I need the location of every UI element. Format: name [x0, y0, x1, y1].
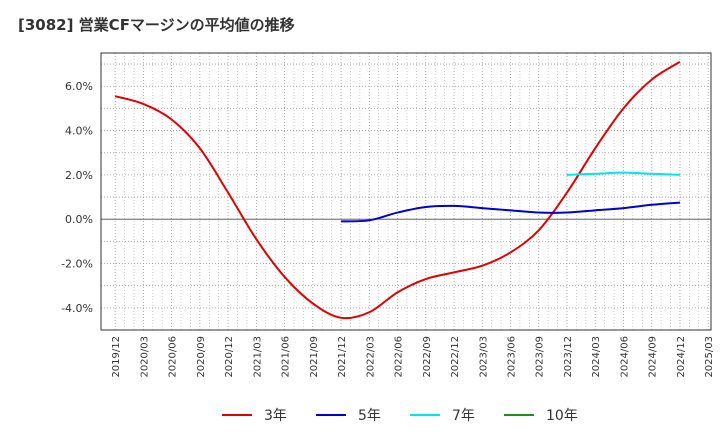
- plot-border: [100, 52, 712, 331]
- x-tick-label: 2021/09: [309, 336, 320, 378]
- x-tick-label: 2025/03: [704, 336, 715, 378]
- y-tick-label: -2.0%: [61, 258, 93, 271]
- legend-label: 7年: [452, 408, 475, 424]
- x-axis-ticks: 2019/12 2020/03 2020/06 2020/09 2020/12 2021/…: [111, 336, 715, 378]
- x-tick-label: 2023/06: [506, 336, 517, 378]
- x-tick-label: 2022/12: [450, 336, 461, 378]
- x-tick-label: 2020/06: [168, 336, 179, 378]
- x-tick-label: 2023/09: [535, 336, 546, 378]
- series-line-7年: [566, 171, 680, 176]
- y-tick-label: 4.0%: [65, 125, 93, 138]
- series-lines: [114, 61, 681, 320]
- legend: 3年 5年 7年 10年: [222, 408, 578, 424]
- legend-label: 10年: [546, 408, 578, 424]
- x-tick-label: 2024/12: [676, 336, 687, 378]
- series-line-3年: [114, 61, 681, 320]
- plot-area: [101, 53, 711, 330]
- grid-lines: [101, 53, 711, 330]
- x-tick-label: 2020/12: [224, 336, 235, 378]
- y-axis-ticks: 6.0% 4.0% 2.0% 0.0% -2.0% -4.0%: [61, 80, 93, 315]
- y-tick-label: 0.0%: [65, 213, 93, 226]
- x-tick-label: 2024/09: [648, 336, 659, 378]
- x-tick-label: 2020/09: [196, 336, 207, 378]
- x-tick-label: 2020/03: [139, 336, 150, 378]
- x-tick-label: 2021/03: [252, 336, 263, 378]
- y-tick-label: 6.0%: [65, 80, 93, 93]
- series-line-5年: [341, 201, 681, 223]
- legend-label: 3年: [264, 408, 287, 424]
- y-tick-label: 2.0%: [65, 169, 93, 182]
- x-tick-label: 2024/06: [619, 336, 630, 378]
- x-tick-label: 2022/09: [422, 336, 433, 378]
- x-tick-label: 2022/06: [394, 336, 405, 378]
- x-tick-label: 2022/03: [365, 336, 376, 378]
- x-tick-label: 2019/12: [111, 336, 122, 378]
- chart-title: [3082] 営業CFマージンの平均値の推移: [18, 16, 295, 34]
- x-tick-label: 2023/03: [478, 336, 489, 378]
- y-tick-label: -4.0%: [61, 302, 93, 315]
- x-tick-label: 2024/03: [591, 336, 602, 378]
- x-tick-label: 2023/12: [563, 336, 574, 378]
- x-tick-label: 2021/06: [281, 336, 292, 378]
- legend-label: 5年: [358, 408, 381, 424]
- x-tick-label: 2021/12: [337, 336, 348, 378]
